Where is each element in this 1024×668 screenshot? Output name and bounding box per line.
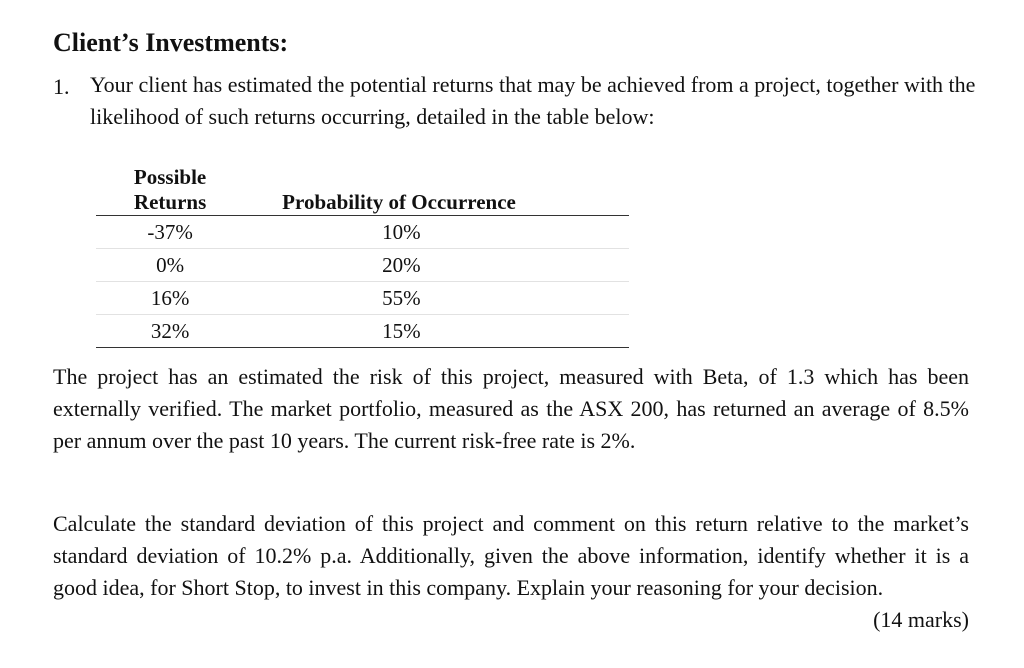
probability-cell: 15% — [244, 314, 629, 348]
return-cell: 16% — [96, 281, 245, 315]
table-row: 0% 20% — [96, 248, 629, 282]
context-paragraph: The project has an estimated the risk of… — [53, 364, 969, 453]
task-text: Calculate the standard deviation of this… — [53, 511, 969, 600]
table-row: -37% 10% — [96, 215, 629, 249]
returns-probability-table: Possible Returns Probability of Occurren… — [96, 165, 629, 348]
table-row: 32% 15% — [96, 314, 629, 348]
task-paragraph: Calculate the standard deviation of this… — [53, 508, 969, 636]
question-text: Your client has estimated the potential … — [90, 72, 976, 129]
header-probability: Probability of Occurrence — [244, 165, 629, 216]
probability-cell: 55% — [244, 281, 629, 315]
return-cell: 32% — [96, 314, 245, 348]
table-header-row: Possible Returns Probability of Occurren… — [96, 165, 629, 216]
marks-label: (14 marks) — [873, 607, 969, 632]
header-possible-returns: Possible Returns — [96, 165, 245, 216]
return-cell: -37% — [96, 215, 245, 249]
section-heading: Client’s Investments: — [53, 28, 289, 57]
return-cell: 0% — [96, 248, 245, 282]
table-row: 16% 55% — [96, 281, 629, 315]
probability-cell: 20% — [244, 248, 629, 282]
question-number: 1. — [53, 74, 70, 99]
probability-cell: 10% — [244, 215, 629, 249]
